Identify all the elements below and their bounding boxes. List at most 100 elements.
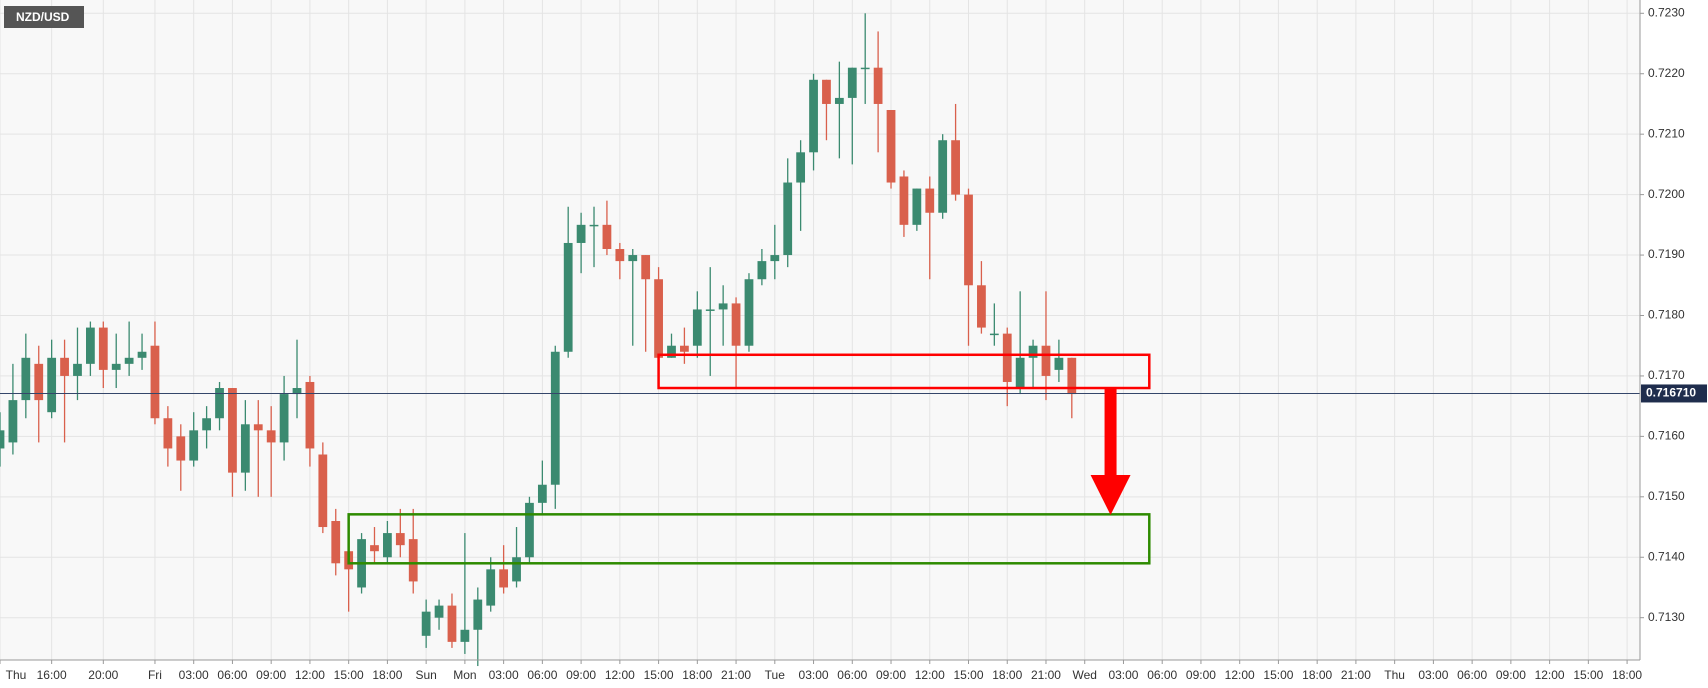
candle-body (525, 502, 534, 558)
candle-body (73, 363, 82, 376)
axis-labels: 0.7130 0.7140 0.7150 0.7160 0.7170 0.7180 0.71… (0, 5, 1707, 682)
x-tick-label: Wed (1072, 668, 1096, 682)
candle-body (860, 67, 870, 70)
x-tick-label: 03:00 (1108, 668, 1138, 682)
x-tick-label: Tue (765, 668, 786, 682)
symbol-badge (4, 6, 84, 28)
candle-body (395, 533, 405, 546)
candles (0, 13, 1640, 667)
x-tick-label: 12:00 (1535, 668, 1565, 682)
annotations (347, 353, 1151, 565)
candle-body (834, 97, 844, 104)
candle-body (628, 255, 638, 262)
candle-body (228, 388, 237, 473)
candle-body (137, 351, 147, 358)
candle-body (60, 357, 69, 376)
y-tick-label: 0.7210 (1648, 126, 1685, 140)
candle-body (279, 394, 289, 443)
candle-body (576, 224, 586, 243)
x-tick-label: 15:00 (1573, 668, 1603, 682)
candle-body (1067, 357, 1077, 395)
candle-body (886, 110, 896, 183)
candle-body (163, 418, 173, 449)
candle-body (447, 605, 457, 642)
candle-body (809, 79, 818, 153)
y-tick-label: 0.7190 (1648, 247, 1685, 261)
candle-body (796, 152, 806, 183)
candle-body (292, 388, 302, 395)
candle-body (460, 629, 470, 642)
candle-body (189, 430, 199, 461)
y-tick-label: 0.7140 (1648, 549, 1685, 563)
candle-body (215, 388, 224, 419)
x-tick-label: 15:00 (644, 668, 674, 682)
candle-body (964, 194, 973, 286)
candle-body (408, 539, 418, 582)
x-tick-label: 21:00 (1031, 668, 1061, 682)
y-tick-label: 0.7160 (1648, 429, 1685, 443)
candle-body (499, 569, 509, 588)
candle-body (951, 140, 960, 195)
candle-body (550, 351, 560, 485)
plot-background (0, 0, 1640, 660)
candle-body (21, 357, 31, 401)
candle-body (1028, 345, 1038, 358)
last-price-label: 0.716710 (1646, 386, 1696, 400)
candle-body (150, 345, 160, 419)
candle-body (1015, 357, 1025, 389)
x-tick-label: 15:00 (953, 668, 983, 682)
arrow (1090, 388, 1131, 515)
x-tick-label: 21:00 (721, 668, 751, 682)
candle-body (822, 79, 831, 104)
candle-body (602, 224, 612, 250)
candle-body (537, 484, 547, 503)
candle-body (8, 400, 18, 443)
candle-body (1054, 357, 1064, 370)
y-tick-label: 0.7170 (1648, 368, 1685, 382)
candle-body (770, 255, 780, 262)
candle-body (240, 424, 250, 473)
candle-body (47, 357, 57, 413)
candle-body (938, 140, 948, 213)
candle-body (692, 309, 702, 346)
x-tick-label: 18:00 (1302, 668, 1332, 682)
candle-body (783, 182, 793, 256)
x-tick-label: 03:00 (1418, 668, 1448, 682)
y-tick-label: 0.7200 (1648, 187, 1685, 201)
x-tick-label: Thu (1384, 668, 1405, 682)
zone-box (657, 353, 1151, 390)
x-tick-label: 12:00 (915, 668, 945, 682)
x-tick-label: 03:00 (489, 668, 519, 682)
candle-body (512, 557, 521, 582)
candle-body (705, 309, 715, 311)
x-tick-label: 12:00 (1225, 668, 1255, 682)
candle-body (176, 436, 186, 461)
y-tick-label: 0.7230 (1648, 5, 1685, 19)
x-tick-label: 18:00 (372, 668, 402, 682)
x-tick-label: 06:00 (1457, 668, 1487, 682)
x-tick-label: 03:00 (179, 668, 209, 682)
candle-body (925, 188, 935, 213)
x-tick-label: 12:00 (605, 668, 635, 682)
x-tick-label: 18:00 (992, 668, 1022, 682)
x-tick-label: 20:00 (88, 668, 118, 682)
candle-body (202, 418, 212, 431)
candle-body (34, 363, 44, 401)
x-tick-label: 03:00 (799, 668, 829, 682)
x-tick-label: 06:00 (1147, 668, 1177, 682)
x-tick-label: 12:00 (295, 668, 325, 682)
candle-body (383, 533, 392, 558)
x-tick-label: Mon (453, 668, 476, 682)
candle-body (912, 188, 922, 225)
candle-body (266, 430, 276, 443)
x-tick-label: 09:00 (256, 668, 286, 682)
y-tick-label: 0.7180 (1648, 308, 1685, 322)
x-tick-label: 15:00 (1263, 668, 1293, 682)
x-tick-label: 18:00 (682, 668, 712, 682)
candle-body (0, 430, 5, 449)
x-tick-label: 06:00 (217, 668, 247, 682)
last-price-badge (1641, 384, 1707, 403)
candle-body (680, 345, 689, 352)
candle-body (589, 224, 599, 227)
